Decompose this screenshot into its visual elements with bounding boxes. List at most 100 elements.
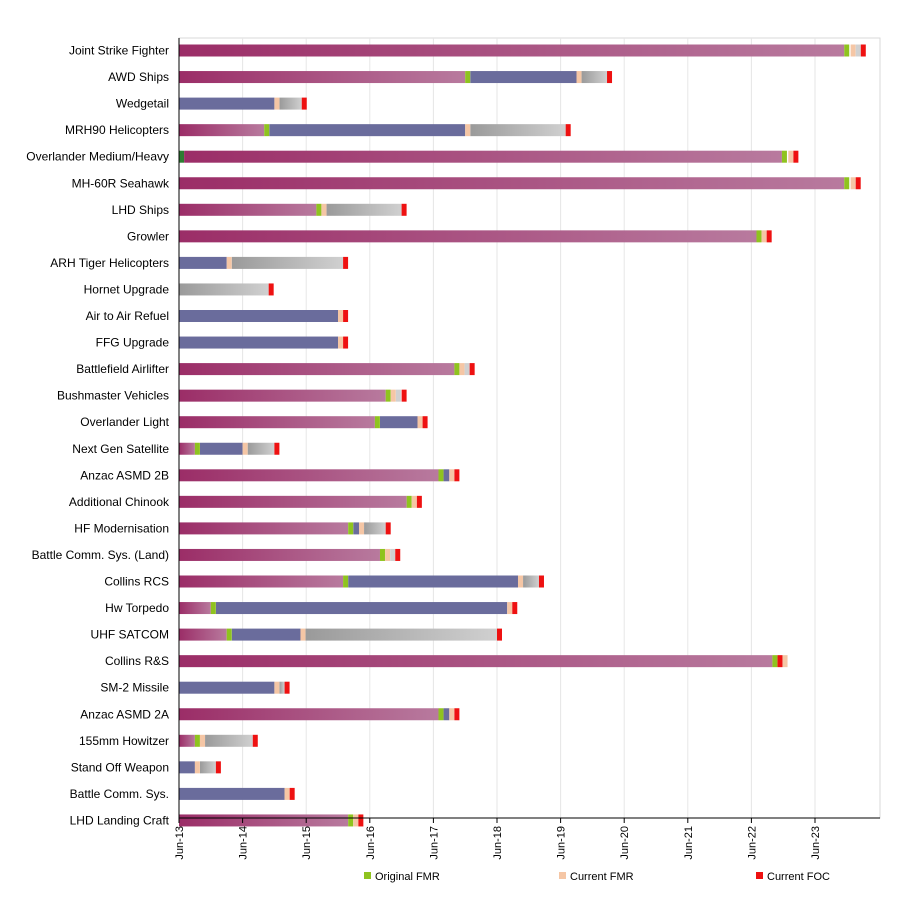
tick-label-jun-21: Jun-21 [683,826,695,860]
category-label-battlefield-airlifter: Battlefield Airlifter [76,362,169,376]
bar-hw-torpedo [179,602,518,615]
tick-label-jun-15: Jun-15 [301,826,313,860]
category-label-growler: Growler [127,229,169,243]
current-fmr-marker-arh-tiger-helicopters [226,256,232,269]
original-fmr-marker-hw-torpedo [210,602,216,615]
bar-segment-phase1-growler [179,230,757,243]
original-fmr-marker-awd-ships [465,71,471,84]
current-fmr-marker-overlander-medium-heavy [788,150,794,163]
bar-segment-phase3-arh-tiger-helicopters [231,256,344,269]
category-labels: Joint Strike Fighter AWD Ships Wedgetail MR… [26,44,170,828]
original-fmr-marker-bushmaster-vehicles [385,389,391,402]
category-label-anzac-asmd-2b: Anzac ASMD 2B [80,468,169,482]
bar-segment-phase1-battlefield-airlifter [179,363,455,376]
bar-segment-phase2-ffg-upgrade [179,336,338,349]
current-fmr-marker-battle-comm-sys-land [385,548,391,561]
bar-overlander-medium-heavy [179,150,799,163]
bar-segment-phase1-battle-comm-sys-land [179,548,380,561]
tick-label-jun-17: Jun-17 [428,826,440,860]
category-label-collins-rcs: Collins RCS [104,575,169,589]
category-label-overlander-medium-heavy: Overlander Medium/Heavy [26,150,169,164]
current-fmr-marker-lhd-landing-craft [353,814,359,827]
bar-segment-phase2-battle-comm-sys [179,787,285,800]
bar-segment-phase3-next-gen-satellite [247,442,275,455]
current-foc-marker-lhd-ships [401,203,407,216]
bar-segment-phase1-overlander-light [179,416,375,429]
current-fmr-marker-awd-ships [576,71,582,84]
current-foc-marker-155mm-howitzer [252,734,258,747]
current-foc-marker-overlander-light [422,416,428,429]
bar-lhd-ships [179,203,407,216]
bar-segment-phase2-stand-off-weapon [179,761,195,774]
current-fmr-marker-mrh90-helicopters [465,124,471,137]
bar-segment-phase1-next-gen-satellite [179,442,195,455]
current-foc-marker-mh-60r-seahawk [855,177,861,190]
category-label-uhf-satcom: UHF SATCOM [91,628,169,642]
bar-segment-phase1-collins-rcs [179,575,344,588]
bar-segment-phase1-additional-chinook [179,495,407,508]
bar-segment-phase2-uhf-satcom [231,628,301,641]
current-fmr-marker-bushmaster-vehicles [390,389,396,402]
bar-joint-strike-fighter [179,44,866,57]
current-foc-marker-arh-tiger-helicopters [343,256,349,269]
bar-segment-phase3-collins-rcs [523,575,539,588]
current-foc-marker-sm-2-missile [284,681,290,694]
bar-segment-phase2-air-to-air-refuel [179,310,338,322]
bar-segment-phase1-hf-modernisation [179,522,349,535]
category-label-lhd-ships: LHD Ships [112,203,169,217]
current-fmr-marker-battlefield-airlifter [459,363,465,376]
bar-segment-phase2-collins-rcs [348,575,518,588]
bar-segment-phase1-awd-ships [179,71,466,84]
current-foc-marker-lhd-landing-craft [358,814,364,827]
tick-label-jun-22: Jun-22 [746,826,758,860]
bar-segment-phase1-joint-strike-fighter [179,44,845,57]
bar-additional-chinook [179,495,422,508]
bar-segment-phase2-arh-tiger-helicopters [179,256,227,269]
bar-segment-phase3-hornet-upgrade [179,283,269,296]
bar-segment-phase2-hf-modernisation [353,522,359,535]
current-foc-marker-hw-torpedo [512,602,518,615]
original-fmr-marker-lhd-ships [316,203,322,216]
grey-marker-battle-comm-sys-land [390,548,396,561]
category-label-hw-torpedo: Hw Torpedo [105,601,169,615]
bar-segment-phase3-stand-off-weapon [199,761,216,774]
current-fmr-marker-next-gen-satellite [242,442,248,455]
category-label-collins-r-s: Collins R&S [105,654,169,668]
current-foc-marker-anzac-asmd-2b [454,469,460,482]
legend-label-original-fmr: Original FMR [375,871,440,883]
tick-label-jun-16: Jun-16 [365,826,377,860]
category-label-155mm-howitzer: 155mm Howitzer [79,734,169,748]
current-foc-marker-collins-rcs [538,575,544,588]
bar-segment-phase3-awd-ships [581,71,608,84]
current-foc-marker-battlefield-airlifter [469,363,475,376]
original-fmr-marker-overlander-light [374,416,380,429]
bar-uhf-satcom [179,628,502,641]
legend-label-current-fmr: Current FMR [570,871,634,883]
original-fmr-marker-lhd-landing-craft [348,814,354,827]
bar-segment-phase3-mrh90-helicopters [470,124,566,137]
bar-segment-phase2-anzac-asmd-2b [443,469,450,482]
current-foc-marker-growler [766,230,772,243]
original-fmr-marker-155mm-howitzer [194,734,200,747]
bar-segment-phase2-sm-2-missile [179,681,275,694]
current-foc-marker-next-gen-satellite [274,442,280,455]
current-fmr-marker-wedgetail [274,97,280,110]
bar-segment-phase1-lhd-landing-craft [179,814,349,827]
bar-hornet-upgrade [179,283,274,296]
bar-segment-phase3-155mm-howitzer [205,734,253,747]
legend-swatch-current-foc [756,872,763,879]
bar-sm-2-missile [179,681,290,694]
category-label-mrh90-helicopters: MRH90 Helicopters [65,123,169,137]
category-label-battle-comm-sys-land: Battle Comm. Sys. (Land) [32,548,169,562]
current-foc-marker-hf-modernisation [385,522,391,535]
category-label-next-gen-satellite: Next Gen Satellite [72,442,169,456]
bars-group [179,44,866,827]
bar-battle-comm-sys [179,787,295,800]
bar-next-gen-satellite [179,442,280,455]
bar-overlander-light [179,416,428,429]
category-label-wedgetail: Wedgetail [116,97,169,111]
current-foc-marker-hornet-upgrade [268,283,274,296]
category-label-hf-modernisation: HF Modernisation [74,521,169,535]
legend: Original FMR Current FMR Current FOC [364,871,830,883]
original-fmr-marker-battle-comm-sys-land [379,548,385,561]
